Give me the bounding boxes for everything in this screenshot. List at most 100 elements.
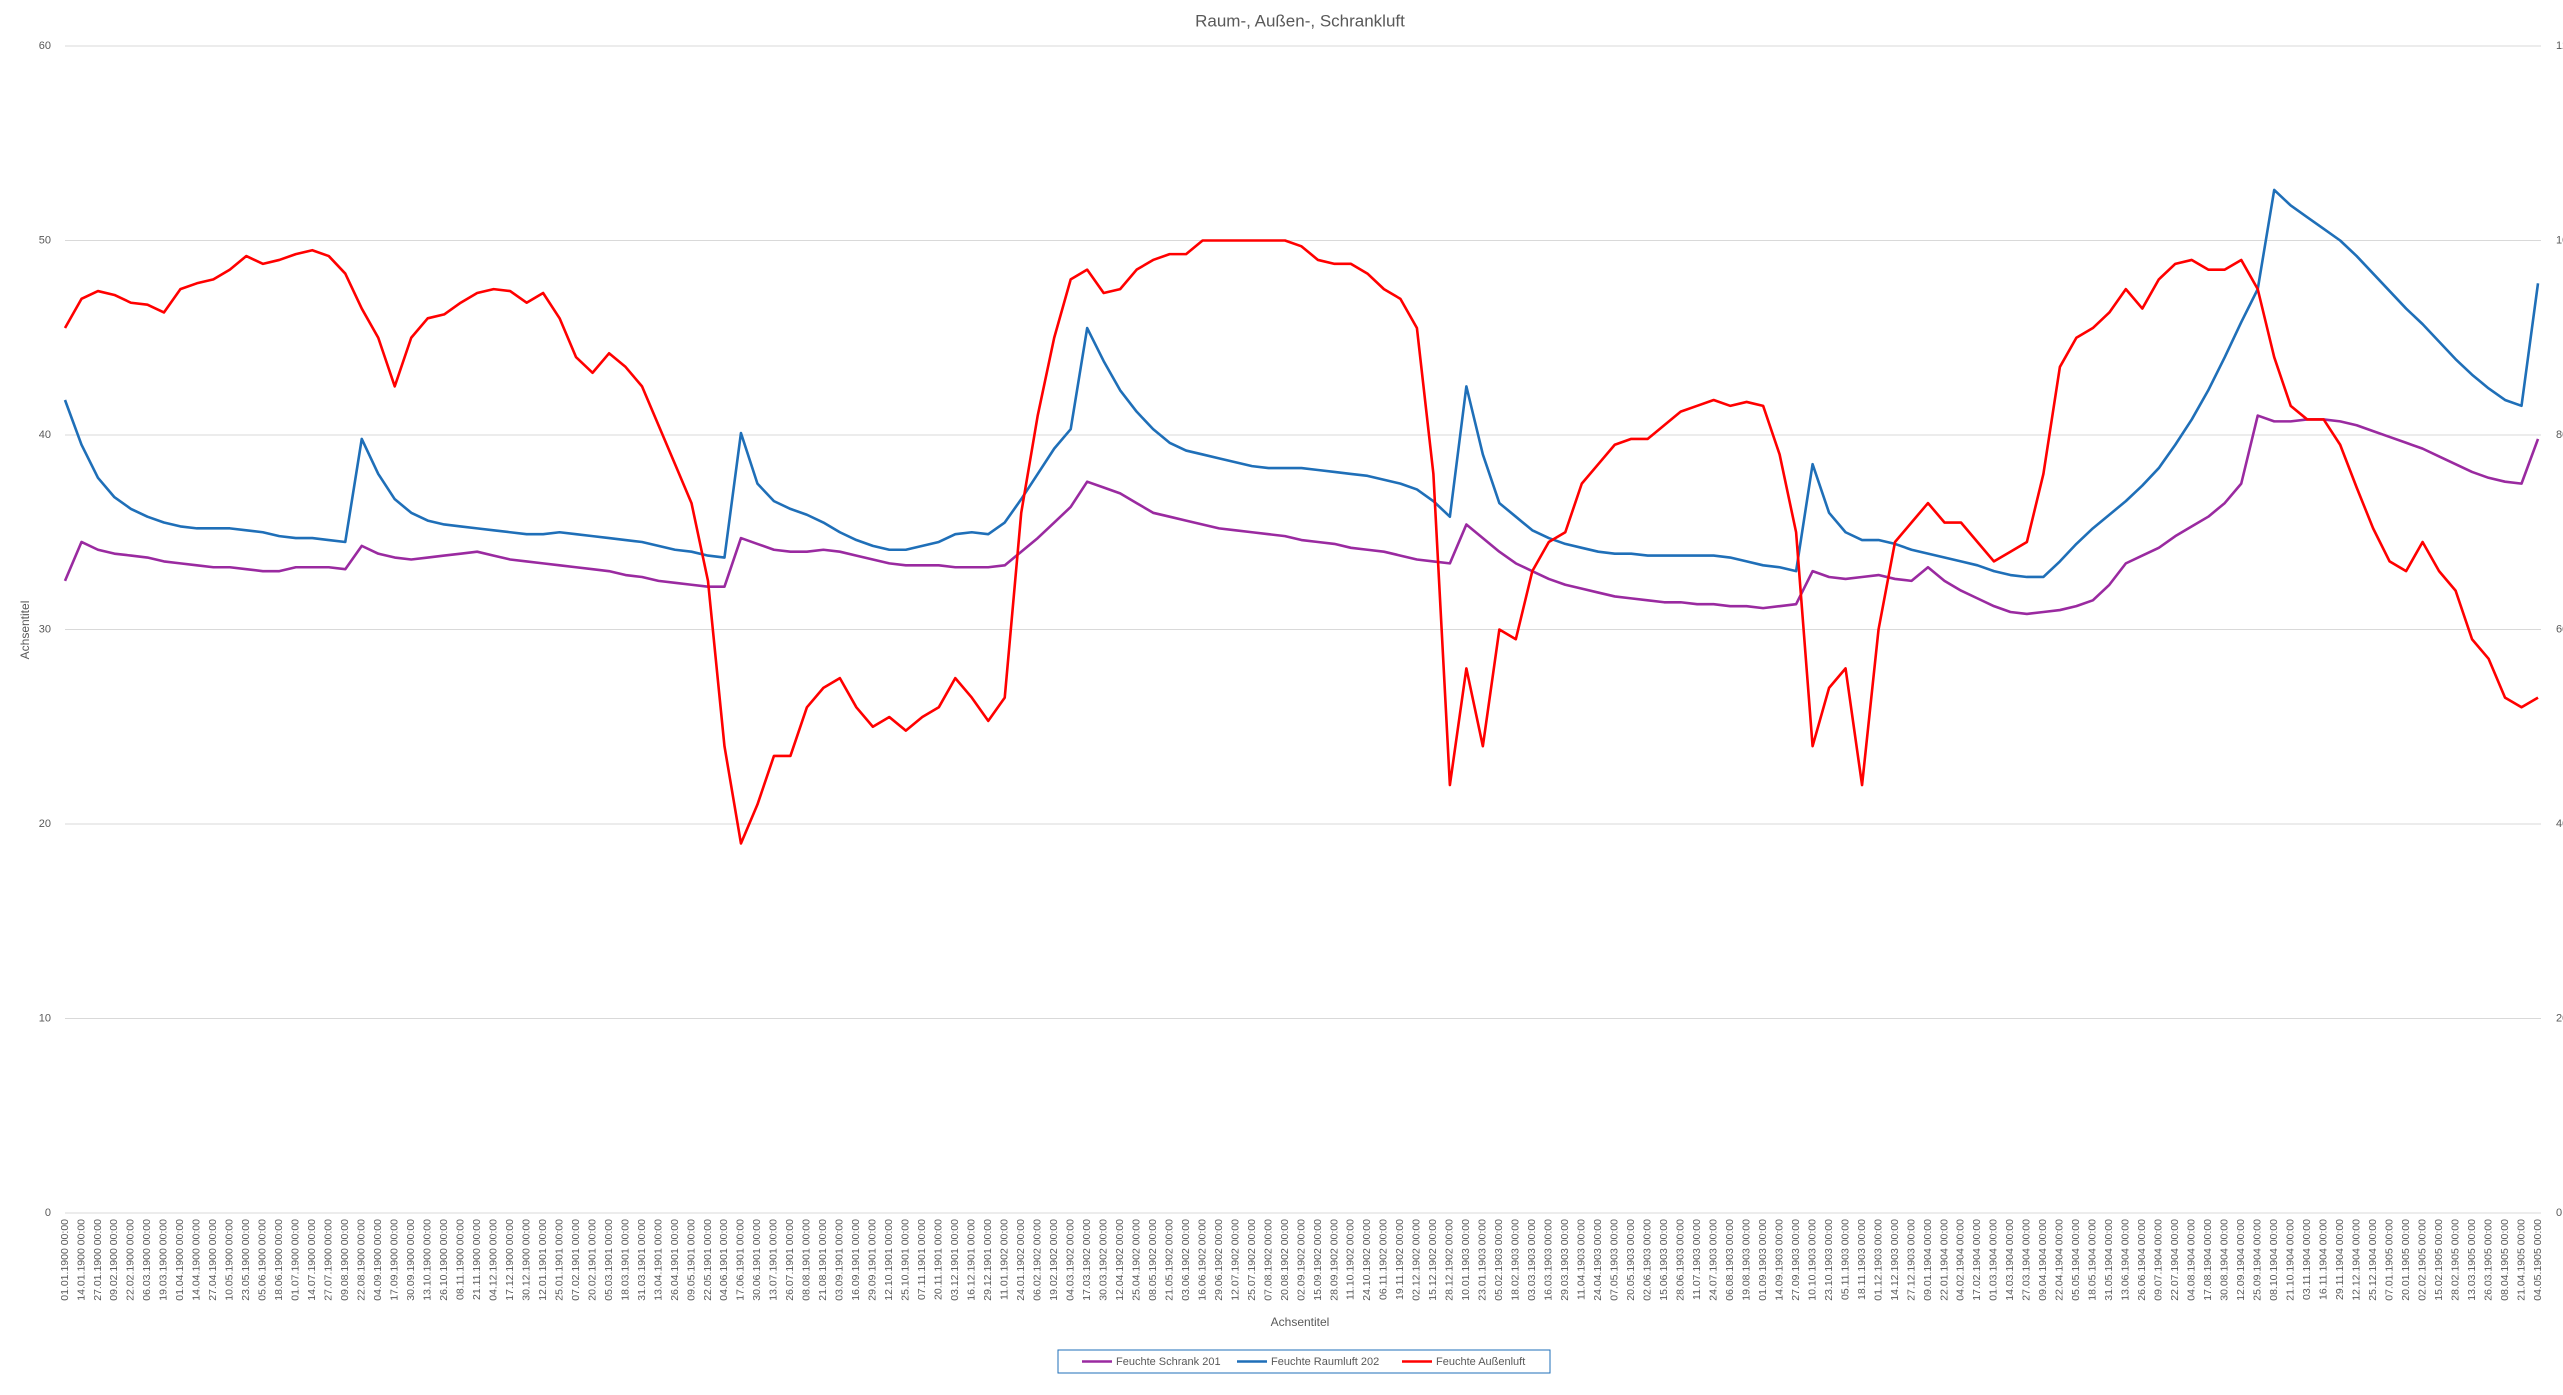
x-tick-label: 01.12.1903 00:00 — [1872, 1219, 1884, 1301]
y2-tick-label: 40 — [2556, 818, 2563, 830]
x-tick-label: 22.07.1904 00:00 — [2169, 1219, 2181, 1301]
x-tick-label: 23.01.1903 00:00 — [1477, 1219, 1489, 1301]
x-tick-label: 06.08.1903 00:00 — [1724, 1219, 1736, 1301]
x-tick-label: 01.09.1903 00:00 — [1757, 1219, 1769, 1301]
x-tick-label: 16.03.1903 00:00 — [1543, 1219, 1555, 1301]
x-tick-label: 20.05.1903 00:00 — [1625, 1219, 1637, 1301]
x-tick-label: 13.03.1905 00:00 — [2466, 1219, 2478, 1301]
x-tick-label: 30.08.1904 00:00 — [2219, 1219, 2231, 1301]
x-tick-label: 02.06.1903 00:00 — [1642, 1219, 1654, 1301]
x-tick-label: 28.02.1905 00:00 — [2449, 1219, 2461, 1301]
x-tick-label: 22.05.1901 00:00 — [702, 1219, 714, 1301]
x-tick-label: 31.05.1904 00:00 — [2103, 1219, 2115, 1301]
y-tick-label: 40 — [39, 429, 51, 441]
x-tick-label: 18.03.1901 00:00 — [619, 1219, 631, 1301]
x-tick-label: 29.09.1901 00:00 — [867, 1219, 879, 1301]
x-tick-label: 25.10.1901 00:00 — [900, 1219, 912, 1301]
x-tick-label: 15.09.1902 00:00 — [1312, 1219, 1324, 1301]
x-tick-label: 18.06.1900 00:00 — [273, 1219, 285, 1301]
legend-label: Feuchte Raumluft 202 — [1271, 1356, 1379, 1368]
x-tick-label: 13.04.1901 00:00 — [652, 1219, 664, 1301]
x-tick-label: 11.01.1902 00:00 — [999, 1219, 1011, 1300]
x-tick-label: 23.05.1900 00:00 — [240, 1219, 252, 1301]
x-tick-label: 19.03.1900 00:00 — [158, 1219, 170, 1301]
x-tick-label: 18.05.1904 00:00 — [2087, 1219, 2099, 1301]
x-tick-label: 10.05.1900 00:00 — [224, 1219, 236, 1301]
x-tick-label: 29.12.1901 00:00 — [982, 1219, 994, 1301]
x-tick-label: 17.08.1904 00:00 — [2202, 1219, 2214, 1301]
x-tick-label: 20.08.1902 00:00 — [1279, 1219, 1291, 1301]
x-tick-label: 29.11.1904 00:00 — [2334, 1219, 2346, 1300]
x-tick-label: 27.07.1900 00:00 — [323, 1219, 335, 1301]
x-tick-label: 04.06.1901 00:00 — [718, 1219, 730, 1301]
x-tick-label: 13.07.1901 00:00 — [768, 1219, 780, 1301]
x-tick-label: 25.09.1904 00:00 — [2252, 1219, 2264, 1301]
x-tick-label: 28.12.1902 00:00 — [1444, 1219, 1456, 1301]
x-tick-label: 03.12.1901 00:00 — [949, 1219, 961, 1301]
x-tick-label: 20.11.1901 00:00 — [933, 1219, 945, 1300]
y-tick-label: 20 — [39, 818, 51, 830]
x-tick-label: 02.12.1902 00:00 — [1411, 1219, 1423, 1301]
x-tick-label: 16.12.1901 00:00 — [966, 1219, 978, 1301]
x-tick-label: 05.05.1904 00:00 — [2070, 1219, 2082, 1301]
x-tick-label: 05.06.1900 00:00 — [257, 1219, 269, 1301]
x-tick-label: 01.04.1900 00:00 — [174, 1219, 186, 1301]
x-tick-label: 12.10.1901 00:00 — [883, 1219, 895, 1301]
x-tick-label: 12.12.1904 00:00 — [2350, 1219, 2362, 1301]
x-tick-label: 05.11.1903 00:00 — [1839, 1219, 1851, 1300]
x-tick-label: 22.01.1904 00:00 — [1938, 1219, 1950, 1301]
x-tick-label: 01.07.1900 00:00 — [290, 1219, 302, 1301]
x-tick-label: 21.05.1902 00:00 — [1163, 1219, 1175, 1301]
y2-tick-label: 80 — [2556, 429, 2563, 441]
x-tick-label: 14.09.1903 00:00 — [1773, 1219, 1785, 1301]
x-tick-label: 29.06.1902 00:00 — [1213, 1219, 1225, 1301]
x-tick-label: 11.07.1903 00:00 — [1691, 1219, 1703, 1300]
x-tick-label: 27.12.1903 00:00 — [1905, 1219, 1917, 1301]
x-tick-label: 21.10.1904 00:00 — [2284, 1219, 2296, 1301]
x-tick-label: 26.04.1901 00:00 — [669, 1219, 681, 1301]
x-tick-label: 06.11.1902 00:00 — [1378, 1219, 1390, 1300]
x-tick-label: 07.08.1902 00:00 — [1262, 1219, 1274, 1301]
x-tick-label: 04.12.1900 00:00 — [487, 1219, 499, 1301]
x-tick-label: 31.03.1901 00:00 — [636, 1219, 648, 1301]
x-tick-label: 11.04.1903 00:00 — [1576, 1219, 1588, 1300]
x-tick-label: 12.01.1901 00:00 — [537, 1219, 549, 1301]
x-tick-label: 25.04.1902 00:00 — [1130, 1219, 1142, 1301]
x-tick-label: 24.07.1903 00:00 — [1707, 1219, 1719, 1301]
x-tick-label: 19.02.1902 00:00 — [1048, 1219, 1060, 1301]
x-tick-label: 21.11.1900 00:00 — [471, 1219, 483, 1300]
y2-tick-label: 100 — [2556, 234, 2563, 246]
x-tick-label: 11.10.1902 00:00 — [1345, 1219, 1357, 1300]
x-tick-label: 04.05.1905 00:00 — [2532, 1219, 2544, 1301]
x-tick-label: 10.01.1903 00:00 — [1460, 1219, 1472, 1301]
x-tick-label: 05.02.1903 00:00 — [1493, 1219, 1505, 1301]
x-tick-label: 26.06.1904 00:00 — [2136, 1219, 2148, 1301]
x-tick-label: 04.08.1904 00:00 — [2186, 1219, 2198, 1301]
x-tick-label: 22.02.1900 00:00 — [125, 1219, 137, 1301]
x-tick-label: 09.01.1904 00:00 — [1922, 1219, 1934, 1301]
x-tick-label: 22.04.1904 00:00 — [2054, 1219, 2066, 1301]
x-tick-label: 28.06.1903 00:00 — [1674, 1219, 1686, 1301]
x-tick-label: 15.06.1903 00:00 — [1658, 1219, 1670, 1301]
series-line — [63, 188, 2540, 579]
x-tick-label: 28.09.1902 00:00 — [1328, 1219, 1340, 1301]
x-tick-label: 12.07.1902 00:00 — [1229, 1219, 1241, 1301]
x-tick-label: 07.02.1901 00:00 — [570, 1219, 582, 1301]
y2-tick-label: 20 — [2556, 1012, 2563, 1024]
x-tick-label: 17.09.1900 00:00 — [389, 1219, 401, 1301]
x-tick-label: 09.02.1900 00:00 — [108, 1219, 120, 1301]
y-tick-label: 10 — [39, 1012, 51, 1024]
x-axis-title: Achsentitel — [1271, 1315, 1330, 1329]
x-tick-label: 17.03.1902 00:00 — [1081, 1219, 1093, 1301]
x-tick-label: 13.10.1900 00:00 — [421, 1219, 433, 1301]
x-tick-label: 27.04.1900 00:00 — [207, 1219, 219, 1301]
x-tick-label: 21.04.1905 00:00 — [2515, 1219, 2527, 1301]
x-tick-label: 01.01.1900 00:00 — [59, 1219, 71, 1301]
x-tick-label: 03.11.1904 00:00 — [2301, 1219, 2313, 1300]
y-tick-label: 0 — [45, 1207, 51, 1219]
x-tick-label: 03.06.1902 00:00 — [1180, 1219, 1192, 1301]
x-tick-label: 22.08.1900 00:00 — [356, 1219, 368, 1301]
x-tick-label: 26.07.1901 00:00 — [784, 1219, 796, 1301]
x-tick-label: 03.03.1903 00:00 — [1526, 1219, 1538, 1301]
x-tick-label: 07.01.1905 00:00 — [2383, 1219, 2395, 1301]
